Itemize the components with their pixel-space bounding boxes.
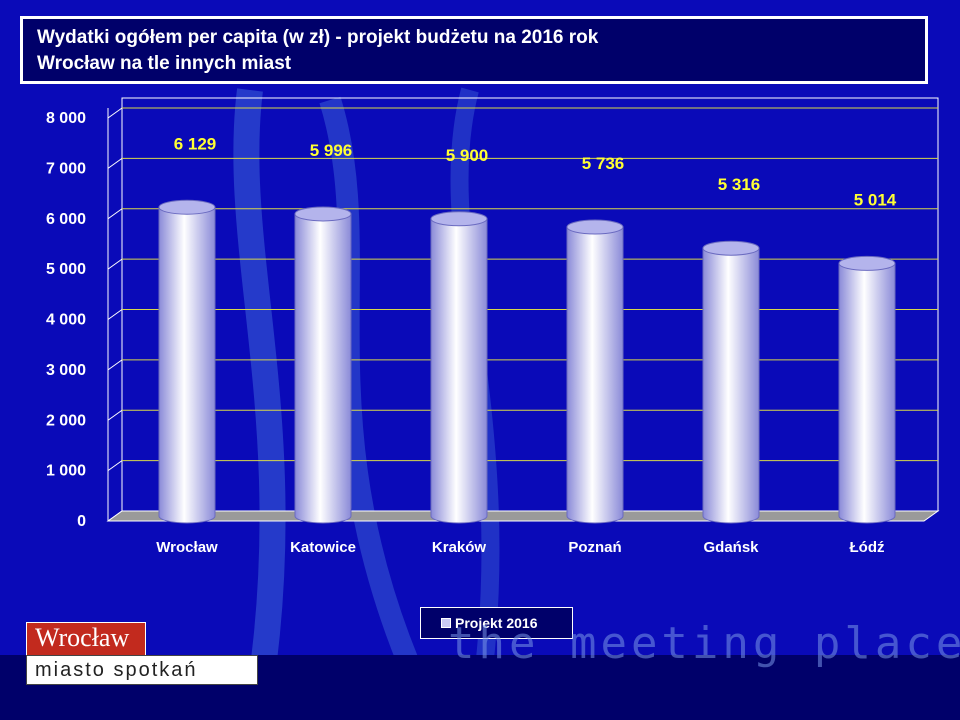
y-tick-label: 5 000 (46, 261, 86, 278)
y-tick-label: 6 000 (46, 211, 86, 228)
data-label: 5 316 (718, 175, 761, 194)
legend-label: Projekt 2016 (455, 615, 538, 631)
chart-floor (106, 510, 940, 522)
logo-miasto-spotkan: miasto spotkań (26, 655, 258, 685)
legend-swatch (441, 618, 451, 628)
x-tick-label: Poznań (568, 539, 621, 556)
chart-subtitle: Wrocław na tle innych miast (37, 53, 292, 74)
y-tick-label: 2 000 (46, 412, 86, 429)
y-tick-label: 0 (77, 513, 86, 530)
y-tick-label: 8 000 (46, 110, 86, 127)
gridline-side (107, 460, 123, 472)
bar-top (838, 255, 896, 271)
y-tick-label: 1 000 (46, 463, 86, 480)
gridline-side (107, 258, 123, 270)
plot-area (121, 97, 939, 512)
bar (702, 247, 760, 524)
y-tick-label: 3 000 (46, 362, 86, 379)
data-label: 6 129 (174, 134, 217, 153)
bar-top (702, 240, 760, 256)
logo-wroclaw: Wrocław (26, 622, 146, 656)
x-tick-label: Wrocław (156, 539, 218, 556)
data-label: 5 736 (582, 154, 625, 173)
bar-top (566, 219, 624, 235)
bar (838, 262, 896, 524)
gridline-side (107, 359, 123, 371)
bar (294, 213, 352, 524)
data-label: 5 014 (854, 190, 897, 209)
gridline-side (107, 309, 123, 320)
y-tick-label: 7 000 (46, 160, 86, 177)
x-tick-label: Kraków (432, 539, 487, 556)
y-tick-label: 4 000 (46, 312, 86, 329)
x-tick-label: Katowice (290, 539, 356, 556)
bar (430, 218, 488, 524)
x-tick-label: Gdańsk (703, 539, 759, 556)
gridline-side (107, 208, 123, 220)
gridline-side (107, 107, 123, 119)
gridline-side (107, 157, 123, 169)
bar-top (158, 199, 216, 215)
x-tick-label: Łódź (850, 539, 885, 556)
data-label: 5 996 (310, 141, 353, 160)
bar-top (294, 206, 352, 222)
data-label: 5 900 (446, 146, 489, 165)
chart-title: Wydatki ogółem per capita (w zł) - proje… (37, 27, 599, 48)
bar (566, 226, 624, 524)
chart-title-box: Wydatki ogółem per capita (w zł) - proje… (20, 16, 928, 84)
chart-legend: Projekt 2016 (420, 607, 573, 639)
tagline: the meeting place (448, 618, 960, 669)
bar-top (430, 211, 488, 227)
gridline-side (107, 409, 123, 421)
bar (158, 206, 216, 524)
